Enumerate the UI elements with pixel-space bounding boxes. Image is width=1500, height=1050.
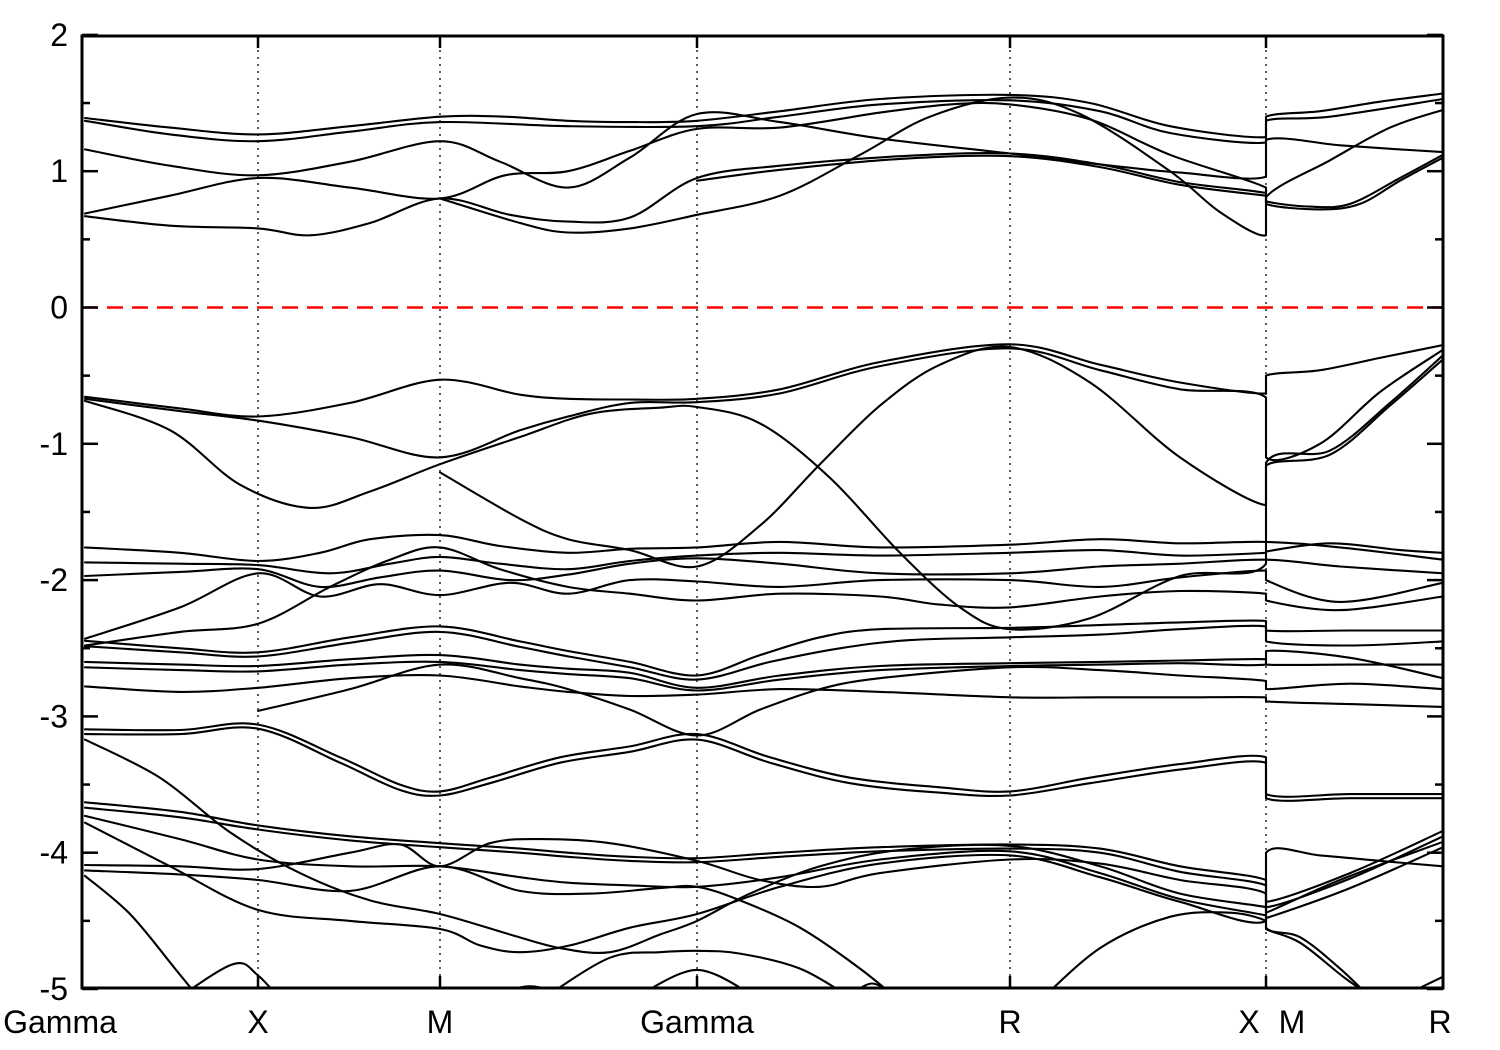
band-curve <box>83 569 1443 640</box>
band-curve <box>83 347 1443 462</box>
band-curve <box>83 649 1443 692</box>
band-curve <box>83 865 887 988</box>
band-curve <box>438 96 1443 237</box>
y-tick-label: 1 <box>50 153 68 189</box>
axis-ticks <box>82 33 1443 991</box>
band-curve <box>83 874 193 988</box>
band-curve <box>256 663 1443 737</box>
kpoint-label: M <box>427 1004 454 1040</box>
band-curve <box>83 801 1443 903</box>
y-tick-label: -1 <box>40 426 68 462</box>
kpoint-label: M <box>1279 1004 1306 1040</box>
y-tick-label: -4 <box>40 835 68 871</box>
y-tick-label: -5 <box>40 971 68 1007</box>
band-curve <box>1417 975 1443 988</box>
kpoint-label: Gamma <box>3 1004 117 1040</box>
band-curve <box>83 111 1443 189</box>
kpoint-label: Gamma <box>640 1004 754 1040</box>
y-tick-label: -2 <box>40 562 68 598</box>
band-curve <box>512 985 548 988</box>
y-tick-label: -3 <box>40 698 68 734</box>
kpoint-label: X <box>1238 1004 1259 1040</box>
band-curve <box>83 674 1443 708</box>
band-curve <box>83 92 1443 139</box>
band-curve <box>695 154 1268 197</box>
kpoint-label: R <box>1428 1004 1451 1040</box>
band-curve <box>83 542 1443 575</box>
band-curve <box>83 653 1443 689</box>
band-curve <box>83 152 1443 237</box>
band-curve <box>83 838 1363 988</box>
kpoint-label: X <box>247 1004 268 1040</box>
band-curve <box>83 354 1443 631</box>
band-curve <box>83 101 1443 215</box>
band-curve <box>191 962 272 988</box>
band-curve <box>858 982 887 988</box>
y-tick-label: 0 <box>50 290 68 326</box>
band-curve <box>438 345 1443 569</box>
band-curve <box>83 557 1443 589</box>
band-curve <box>83 624 1443 681</box>
band-curve <box>557 949 838 988</box>
y-tick-label: 2 <box>50 17 68 53</box>
band-curve <box>83 343 1443 418</box>
band-curve <box>1051 911 1361 988</box>
band-curve <box>83 738 1443 955</box>
band-curve <box>83 722 1443 798</box>
band-curve <box>83 806 1443 909</box>
band-curve <box>83 533 1443 563</box>
band-curve <box>83 546 1443 647</box>
band-curve <box>83 97 1443 145</box>
band-curve <box>83 619 1443 677</box>
band-curve <box>83 814 1443 920</box>
band-curve <box>83 726 1443 802</box>
kpoint-label: R <box>998 1004 1021 1040</box>
band-curve <box>83 821 1443 954</box>
energy-bands <box>83 92 1443 988</box>
